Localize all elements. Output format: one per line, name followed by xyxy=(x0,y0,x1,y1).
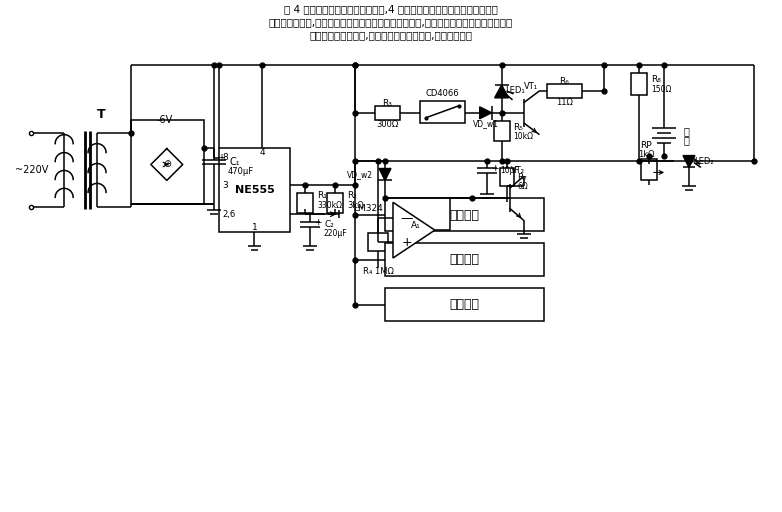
Text: LM324: LM324 xyxy=(353,204,383,213)
Text: CD4066: CD4066 xyxy=(425,90,458,98)
Text: 3: 3 xyxy=(223,181,228,190)
Text: 对 4 节镍镉电池进行快速充电电路,4 节电池的充放电回路各自独立而且相: 对 4 节镍镉电池进行快速充电电路,4 节电池的充放电回路各自独立而且相 xyxy=(284,4,498,14)
Text: 11Ω: 11Ω xyxy=(556,98,573,108)
Text: 4: 4 xyxy=(260,148,265,157)
Text: LED₁: LED₁ xyxy=(506,87,526,95)
Bar xyxy=(641,159,657,180)
Polygon shape xyxy=(479,107,492,119)
Text: T: T xyxy=(97,108,106,121)
Text: 电路同上: 电路同上 xyxy=(450,253,479,266)
Text: R₄ 1MΩ: R₄ 1MΩ xyxy=(363,267,393,276)
Text: 电路同上: 电路同上 xyxy=(450,209,479,222)
Text: 电路同上: 电路同上 xyxy=(450,298,479,311)
Text: 2,6: 2,6 xyxy=(223,210,236,219)
Text: R₃: R₃ xyxy=(382,99,392,109)
Text: 330kΩ: 330kΩ xyxy=(317,201,343,210)
Text: 220μF: 220μF xyxy=(323,229,347,238)
Text: VT₂: VT₂ xyxy=(511,166,525,175)
Text: 同。之所以如此,是因为每节镍镉电池的特性不完全相同,在大电流快速充电时对串联电池: 同。之所以如此,是因为每节镍镉电池的特性不完全相同,在大电流快速充电时对串联电池 xyxy=(269,17,513,27)
Text: R₁: R₁ xyxy=(317,191,327,200)
Text: +: + xyxy=(314,218,321,227)
Text: VD_w1: VD_w1 xyxy=(472,119,499,128)
Text: R₅: R₅ xyxy=(514,123,523,132)
Bar xyxy=(385,288,544,321)
Text: LED₂: LED₂ xyxy=(694,157,713,166)
Text: -6V: -6V xyxy=(156,115,173,125)
Text: R₆: R₆ xyxy=(559,77,569,87)
Text: 池: 池 xyxy=(684,136,690,145)
Text: VD_w2: VD_w2 xyxy=(347,170,373,179)
Text: 10μF: 10μF xyxy=(500,166,519,175)
Bar xyxy=(327,194,343,213)
Bar xyxy=(385,198,544,231)
Bar xyxy=(385,243,544,276)
Bar xyxy=(297,194,314,213)
Polygon shape xyxy=(393,202,435,258)
Text: NE555: NE555 xyxy=(235,185,274,196)
Polygon shape xyxy=(379,168,391,180)
Text: —: — xyxy=(400,211,413,225)
Text: ⊕: ⊕ xyxy=(163,159,170,168)
Text: RP: RP xyxy=(640,141,652,150)
Text: R₇: R₇ xyxy=(518,173,527,182)
Text: 10kΩ: 10kΩ xyxy=(514,132,533,141)
Text: VT₁: VT₁ xyxy=(525,82,539,92)
Polygon shape xyxy=(495,85,508,98)
Bar xyxy=(375,106,400,120)
Bar xyxy=(368,233,388,251)
Text: 1kΩ: 1kΩ xyxy=(638,150,655,159)
Text: +: + xyxy=(490,164,498,173)
Text: A₁: A₁ xyxy=(411,221,420,230)
Bar xyxy=(500,168,514,186)
Text: 300Ω: 300Ω xyxy=(376,120,398,129)
Bar xyxy=(493,121,510,141)
Text: 3kΩ: 3kΩ xyxy=(347,201,364,210)
Text: 电: 电 xyxy=(684,125,690,136)
Text: ~220V: ~220V xyxy=(16,165,48,176)
Text: 470μF: 470μF xyxy=(228,167,253,176)
Text: 150Ω: 150Ω xyxy=(651,86,672,94)
Text: R₈: R₈ xyxy=(651,75,661,84)
Bar xyxy=(547,84,583,98)
Text: C₁: C₁ xyxy=(230,157,240,166)
Bar xyxy=(420,101,465,123)
Bar xyxy=(131,120,203,204)
Bar xyxy=(631,73,647,95)
Text: 8: 8 xyxy=(223,153,228,162)
Text: R₂: R₂ xyxy=(347,191,357,200)
Bar xyxy=(219,147,290,232)
Text: 1: 1 xyxy=(252,223,257,231)
Polygon shape xyxy=(683,156,695,167)
Text: 的充电深度不易控制,很容易发生过充电现象,使电池损坏。: 的充电深度不易控制,很容易发生过充电现象,使电池损坏。 xyxy=(310,30,472,40)
Text: +: + xyxy=(217,153,224,162)
Text: 6Ω: 6Ω xyxy=(518,182,529,191)
Text: +: + xyxy=(402,236,412,248)
Text: C₂: C₂ xyxy=(325,220,334,229)
